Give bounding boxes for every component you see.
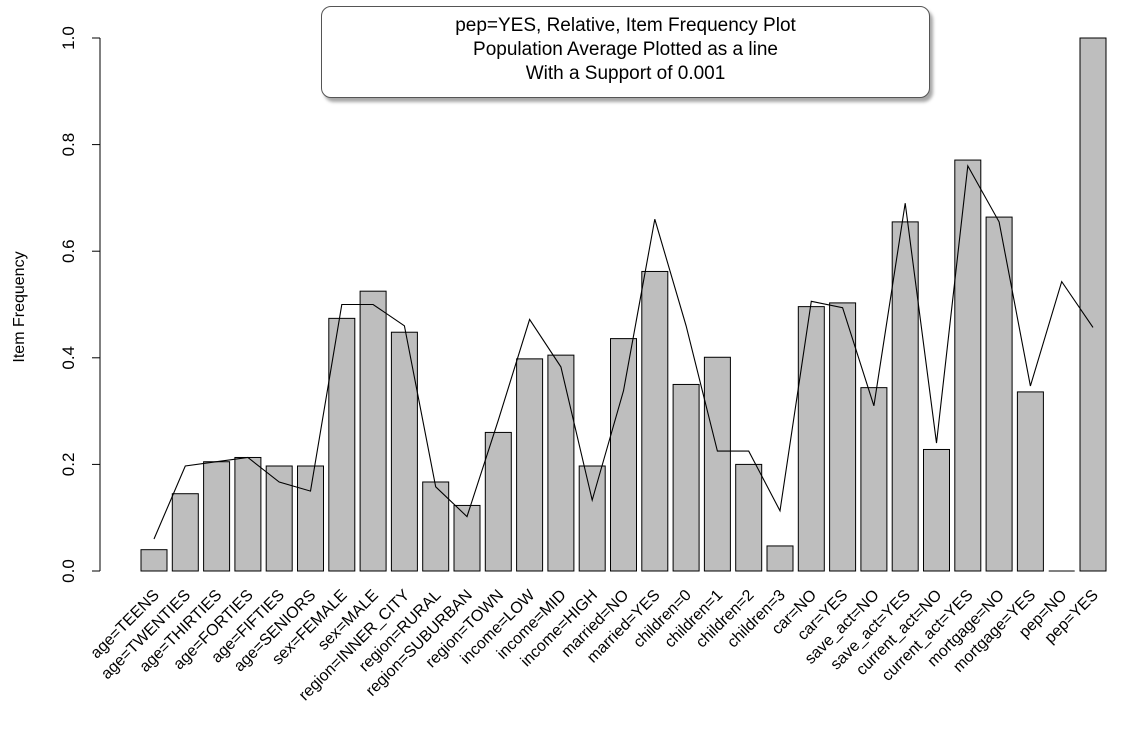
bar-married=YES xyxy=(641,270,669,572)
bar-children=3 xyxy=(766,545,794,572)
bar-age=SENIORS xyxy=(297,465,324,572)
bar-income=MID xyxy=(547,354,575,572)
bar-region=RURAL xyxy=(422,481,450,572)
bar-current_act=YES xyxy=(954,159,982,572)
bars xyxy=(140,37,1107,572)
chart-title-legend-box: pep=YES, Relative, Item Frequency Plot P… xyxy=(321,6,930,98)
y-axis-label: Item Frequency xyxy=(11,251,28,363)
y-tick-label: 0.8 xyxy=(59,133,78,157)
bar-save_act=YES xyxy=(891,221,919,572)
bar-sex=MALE xyxy=(359,290,387,572)
population-average-polyline xyxy=(153,164,1094,540)
title-line-1: pep=YES, Relative, Item Frequency Plot xyxy=(455,15,796,36)
bar-income=HIGH xyxy=(578,465,606,572)
bar-married=NO xyxy=(610,338,637,572)
population-average-line xyxy=(153,164,1094,540)
bar-age=TEENS xyxy=(140,549,168,572)
bar-mortgage=NO xyxy=(985,216,1013,572)
bar-mortgage=YES xyxy=(1016,391,1044,572)
x-tick-labels: age=TEENSage=TWENTIESage=THIRTIESage=FOR… xyxy=(88,586,1102,704)
y-axis: 0.0 0.2 0.4 0.6 0.8 1.0 xyxy=(59,26,101,583)
bar-current_act=NO xyxy=(923,448,950,572)
bar-pep=YES xyxy=(1079,37,1107,572)
bar-age=FIFTIES xyxy=(265,465,293,572)
y-tick-label: 0.0 xyxy=(59,559,78,583)
y-tick-label: 0.4 xyxy=(59,346,78,370)
title-line-2: Population Average Plotted as a line xyxy=(473,39,778,60)
bar-region=TOWN xyxy=(484,431,512,572)
bar-save_act=NO xyxy=(860,387,888,572)
bar-region=INNER_CITY xyxy=(390,331,418,572)
y-tick-label: 1.0 xyxy=(59,26,78,50)
bar-age=TWENTIES xyxy=(171,493,199,572)
title-line-3: With a Support of 0.001 xyxy=(525,63,726,84)
bar-age=FORTIES xyxy=(234,456,262,572)
bar-children=2 xyxy=(735,463,763,572)
bar-car=YES xyxy=(829,302,857,572)
bar-income=LOW xyxy=(516,358,544,572)
bar-age=THIRTIES xyxy=(203,461,231,572)
bar-car=NO xyxy=(797,306,825,572)
bar-children=1 xyxy=(703,356,731,572)
y-tick-label: 0.6 xyxy=(59,239,78,263)
bar-sex=FEMALE xyxy=(328,317,356,572)
y-tick-label: 0.2 xyxy=(59,453,78,477)
bar-children=0 xyxy=(672,383,700,572)
